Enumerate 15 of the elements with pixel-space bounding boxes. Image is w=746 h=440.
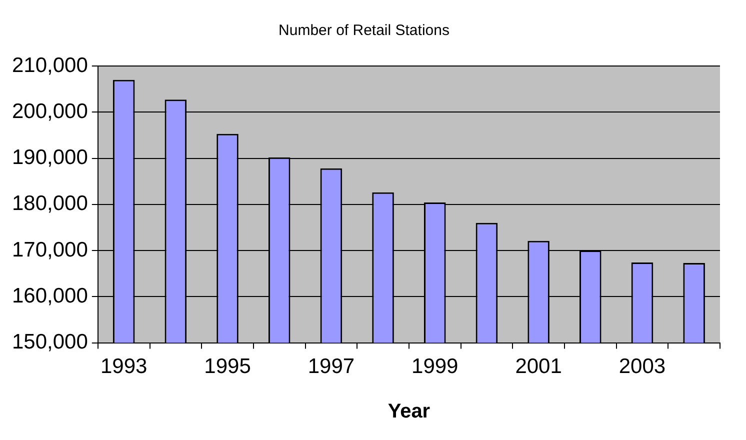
y-tick-label: 160,000 [12,284,88,308]
x-tick-label: 2001 [515,355,562,378]
x-axis-title: Year [388,400,430,423]
y-tick-label: 170,000 [12,238,88,262]
y-tick-label: 180,000 [12,192,88,216]
y-tick-label: 150,000 [12,330,88,354]
y-tick-label: 210,000 [12,54,88,77]
x-tick-label: 1993 [100,355,148,378]
y-tick-label: 190,000 [12,146,88,170]
x-tick-label: 1997 [308,355,355,378]
x-tick-label: 1999 [412,355,458,378]
x-tick-label: 1995 [204,355,251,378]
x-tick-label: 2003 [618,355,666,378]
chart-title: Number of Retail Stations [278,22,450,40]
y-tick-label: 200,000 [12,100,88,123]
